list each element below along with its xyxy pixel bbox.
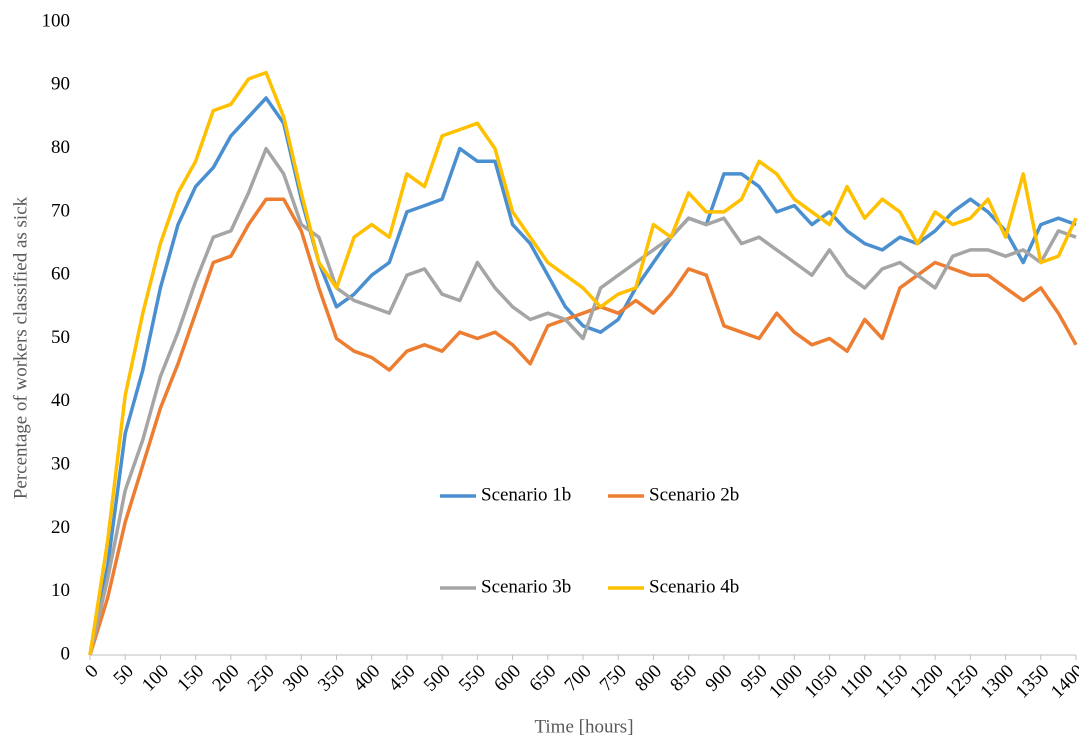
x-tick-label: 1300 (976, 661, 1018, 703)
x-tick-label: 700 (561, 661, 596, 696)
x-tick-label: 50 (110, 661, 138, 689)
x-tick-label: 800 (631, 661, 666, 696)
y-tick-label: 90 (51, 74, 70, 95)
x-tick-label: 650 (525, 661, 560, 696)
x-tick-label: 350 (314, 661, 349, 696)
x-tick-label: 1100 (836, 661, 877, 702)
y-tick-label: 80 (51, 137, 70, 158)
x-tick-label: 1200 (906, 661, 948, 703)
legend-label: Scenario 2b (649, 484, 739, 505)
x-tick-label: 1000 (765, 661, 807, 703)
x-tick-label: 200 (208, 661, 243, 696)
legend-item: Scenario 2b (608, 484, 739, 505)
x-tick-label: 750 (596, 661, 631, 696)
x-tick-label: 1400 (1047, 661, 1079, 703)
series-line (88, 197, 1078, 656)
x-tick-label: 450 (385, 661, 420, 696)
y-tick-label: 50 (51, 327, 70, 348)
x-tick-label: 850 (666, 661, 701, 696)
x-tick-label: 950 (737, 661, 772, 696)
legend-item: Scenario 1b (440, 484, 571, 505)
x-tick-label: 500 (420, 661, 455, 696)
legend-item: Scenario 3b (440, 576, 571, 597)
x-axis-title: Time [hours] (534, 716, 633, 737)
x-tick-label: 100 (138, 661, 173, 696)
x-tick-label: 400 (349, 661, 384, 696)
series-line (88, 70, 1078, 656)
y-tick-label: 10 (51, 580, 70, 601)
legend-label: Scenario 4b (649, 576, 739, 597)
x-tick-label: 1250 (941, 661, 983, 703)
y-axis-title: Percentage of workers classified as sick (10, 196, 31, 499)
x-tick-label: 300 (279, 661, 314, 696)
legend-label: Scenario 1b (481, 484, 571, 505)
y-tick-label: 20 (51, 517, 70, 538)
x-tick-label: 600 (490, 661, 525, 696)
x-tick-label: 1050 (800, 661, 842, 703)
x-tick-label: 150 (173, 661, 208, 696)
series-line (88, 146, 1077, 656)
y-tick-label: 70 (51, 200, 70, 221)
x-tick-label: 0 (81, 661, 103, 683)
y-tick-label: 0 (61, 643, 71, 664)
x-tick-label: 1350 (1012, 661, 1054, 703)
y-tick-label: 100 (42, 10, 71, 31)
y-tick-label: 40 (51, 390, 70, 411)
y-tick-label: 30 (51, 453, 70, 474)
x-tick-label: 550 (455, 661, 490, 696)
y-tick-label: 60 (51, 264, 70, 285)
legend-label: Scenario 3b (481, 576, 571, 597)
x-tick-label: 250 (244, 661, 279, 696)
series-line (88, 96, 1077, 656)
x-tick-label: 900 (701, 661, 736, 696)
x-tick-label: 1150 (871, 661, 912, 702)
legend-item: Scenario 4b (608, 576, 739, 597)
